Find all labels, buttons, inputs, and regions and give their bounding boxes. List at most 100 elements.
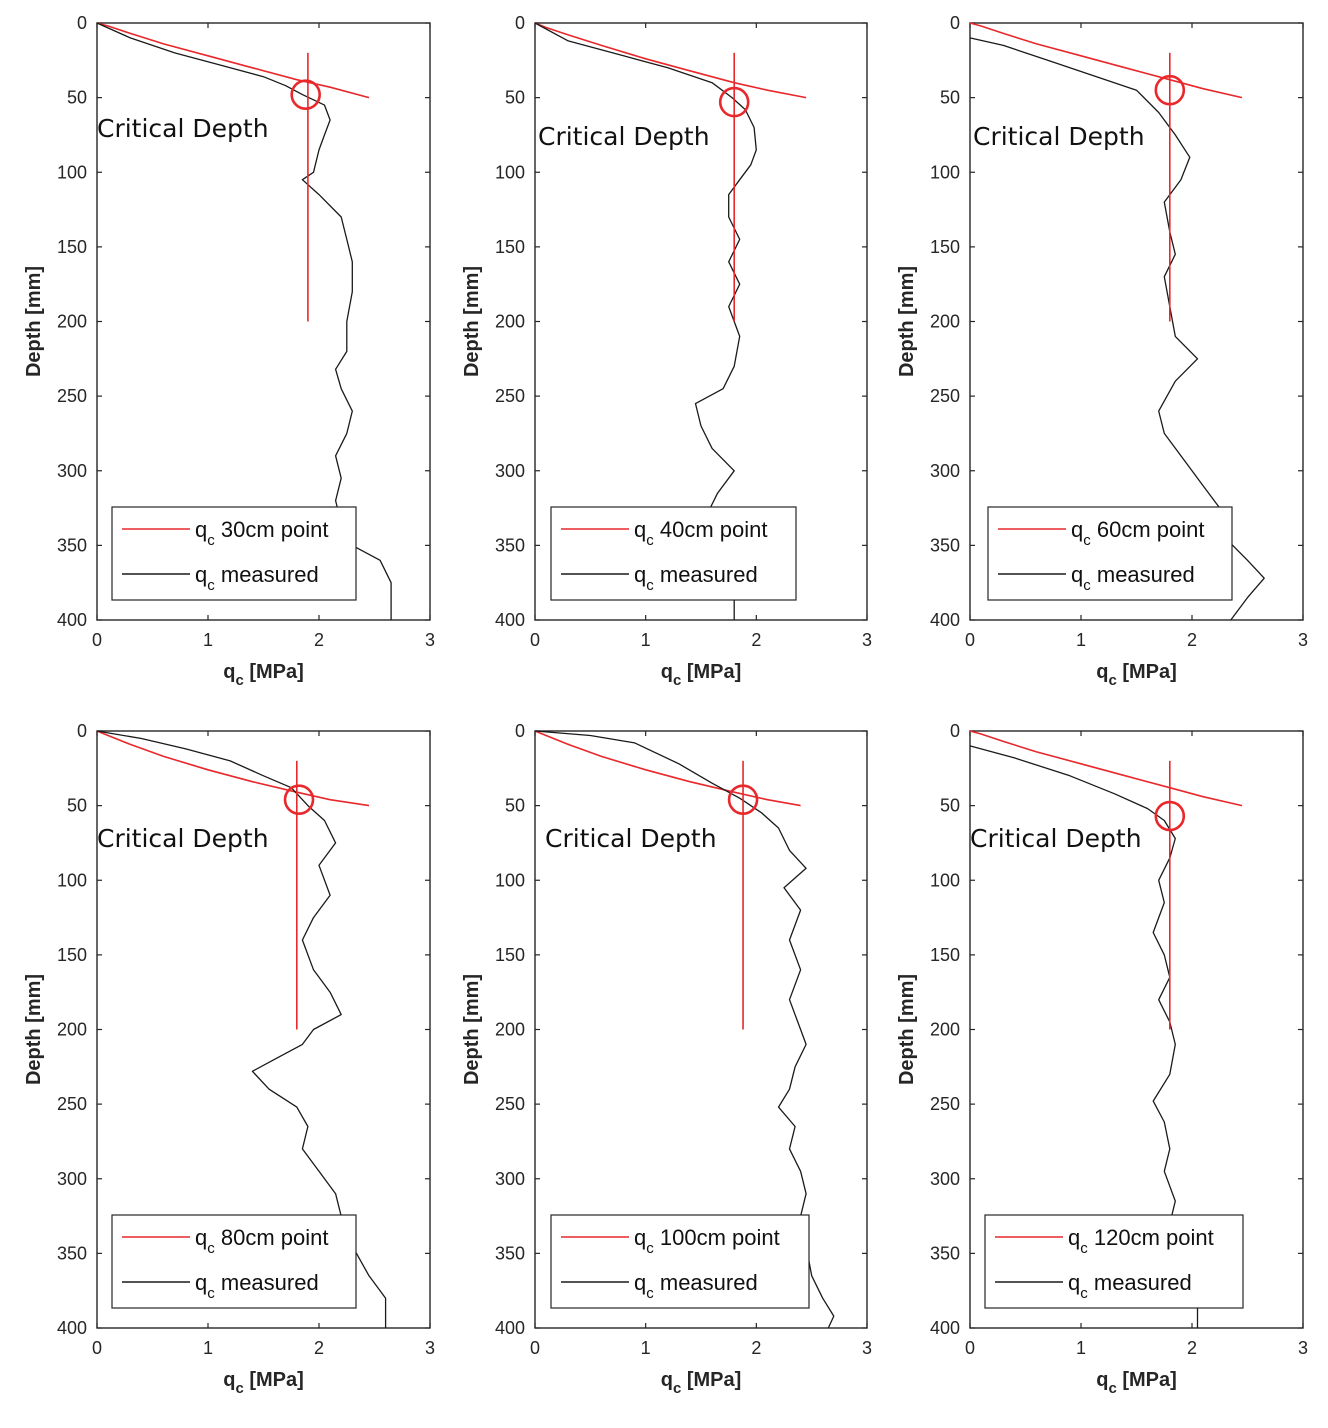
x-axis-label: qc [MPa] [661, 661, 742, 689]
y-tick-label: 350 [57, 535, 87, 555]
critical-depth-marker [290, 79, 321, 110]
y-tick-label: 300 [930, 461, 960, 481]
series-line-cone-point [969, 730, 1243, 807]
critical-depth-annotation: Critical Depth [970, 824, 1142, 853]
legend-entry: qc 30cm point [195, 517, 328, 549]
legend-box [984, 1214, 1244, 1309]
x-tick-label: 3 [425, 1338, 435, 1358]
legend-entry-subscript: c [646, 1285, 654, 1302]
legend-box [111, 506, 357, 601]
legend-entry-rest: 60cm point [1091, 517, 1205, 542]
y-tick-label: 100 [930, 870, 960, 890]
x-tick-label: 2 [314, 630, 324, 650]
legend-entry: qc measured [634, 562, 758, 594]
y-tick-label: 350 [495, 1243, 525, 1263]
legend-entry: qc 120cm point [1068, 1225, 1214, 1257]
y-tick-label: 100 [57, 162, 87, 182]
x-axis-label: qc [MPa] [1096, 1369, 1177, 1397]
series-line-cone-point [534, 22, 807, 99]
y-tick-label: 0 [77, 721, 87, 741]
legend-entry: qc measured [195, 562, 319, 594]
y-tick-label: 300 [495, 461, 525, 481]
legend-entry-main: q [634, 562, 646, 587]
x-tick-label: 1 [641, 1338, 651, 1358]
legend-entry-main: q [1068, 1225, 1080, 1250]
x-tick-label: 0 [530, 630, 540, 650]
x-axis-label-unit: [MPa] [681, 1369, 741, 1391]
y-tick-label: 150 [930, 237, 960, 257]
y-tick-label: 0 [950, 721, 960, 741]
x-tick-label: 0 [965, 630, 975, 650]
y-tick-label: 200 [495, 312, 525, 332]
x-axis-label-subscript: c [673, 1380, 681, 1397]
legend-entry-rest: measured [654, 1270, 758, 1295]
x-axis-label-unit: [MPa] [681, 661, 741, 683]
y-tick-label: 350 [495, 535, 525, 555]
y-tick-label: 150 [495, 237, 525, 257]
legend-entry-subscript: c [207, 577, 215, 594]
legend-entry-subscript: c [646, 1240, 654, 1257]
critical-depth-annotation: Critical Depth [538, 122, 710, 151]
legend-box [111, 1214, 357, 1309]
x-tick-label: 2 [1187, 630, 1197, 650]
legend-entry: qc 60cm point [1071, 517, 1204, 549]
x-axis-label-main: q [661, 661, 673, 683]
y-tick-label: 300 [495, 1169, 525, 1189]
x-tick-label: 2 [314, 1338, 324, 1358]
series-line-measured [96, 22, 392, 620]
x-tick-label: 1 [203, 630, 213, 650]
legend-entry: qc 80cm point [195, 1225, 328, 1257]
legend-entry: qc measured [1068, 1270, 1192, 1302]
y-tick-label: 250 [57, 386, 87, 406]
y-tick-label: 400 [495, 610, 525, 630]
legend-entry-main: q [1071, 517, 1083, 542]
legend-entry-subscript: c [207, 532, 215, 549]
x-axis-label-subscript: c [1108, 672, 1116, 689]
y-tick-label: 150 [57, 237, 87, 257]
x-axis-label-unit: [MPa] [244, 1369, 304, 1391]
legend-entry: qc 40cm point [634, 517, 767, 549]
x-tick-label: 1 [1076, 1338, 1086, 1358]
critical-depth-marker [1154, 74, 1186, 106]
legend-entry-subscript: c [1083, 577, 1091, 594]
x-tick-label: 1 [641, 630, 651, 650]
x-tick-label: 1 [203, 1338, 213, 1358]
x-axis-label: qc [MPa] [661, 1369, 742, 1397]
y-tick-label: 100 [495, 870, 525, 890]
legend-entry-subscript: c [1083, 532, 1091, 549]
x-tick-label: 3 [862, 1338, 872, 1358]
x-tick-label: 1 [1076, 630, 1086, 650]
y-tick-label: 250 [495, 1094, 525, 1114]
legend-box [550, 1214, 810, 1309]
legend-entry-rest: 120cm point [1088, 1225, 1214, 1250]
critical-depth-annotation: Critical Depth [97, 114, 269, 143]
y-tick-label: 400 [57, 610, 87, 630]
y-tick-label: 250 [930, 1094, 960, 1114]
y-tick-label: 100 [495, 162, 525, 182]
y-tick-label: 50 [505, 796, 525, 816]
legend-entry-main: q [634, 517, 646, 542]
legend-entry-subscript: c [1080, 1285, 1088, 1302]
legend-box [550, 506, 797, 601]
legend-entry-main: q [195, 562, 207, 587]
legend-entry-main: q [634, 1270, 646, 1295]
x-axis-label-subscript: c [235, 672, 243, 689]
legend-entry-rest: 30cm point [215, 517, 329, 542]
x-axis-label-main: q [661, 1369, 673, 1391]
y-tick-label: 100 [930, 162, 960, 182]
x-axis-label-main: q [1096, 661, 1108, 683]
series-line-cone-point [969, 22, 1243, 99]
x-tick-label: 2 [751, 1338, 761, 1358]
x-axis-label: qc [MPa] [223, 661, 304, 689]
x-axis-label: qc [MPa] [1096, 661, 1177, 689]
x-axis-label-subscript: c [235, 1380, 243, 1397]
y-tick-label: 100 [57, 870, 87, 890]
critical-depth-marker [1154, 800, 1186, 832]
y-tick-label: 150 [930, 945, 960, 965]
